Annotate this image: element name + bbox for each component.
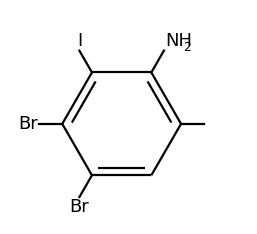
Text: Br: Br: [19, 115, 38, 133]
Text: 2: 2: [183, 41, 190, 54]
Text: I: I: [77, 32, 82, 50]
Text: Br: Br: [69, 198, 89, 216]
Text: NH: NH: [165, 32, 192, 50]
